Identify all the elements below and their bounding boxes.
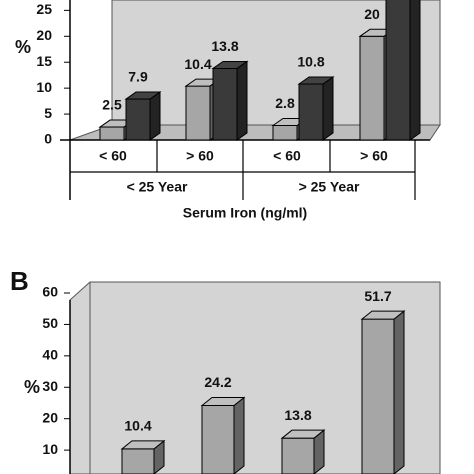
bar: [360, 310, 406, 474]
bar: [211, 60, 249, 141]
y-tick-label: 5: [44, 105, 52, 121]
value-label: 51.7: [364, 288, 391, 304]
bar-front: [121, 448, 155, 474]
group-label: > 25 Year: [299, 179, 360, 195]
x-tick-label: > 60: [186, 148, 214, 164]
x-tick-label: < 60: [99, 148, 127, 164]
value-label: 2.5: [102, 97, 122, 113]
bar-top: [200, 396, 246, 406]
y-tick-label: 30: [42, 378, 58, 394]
y-tick-label: 20: [36, 27, 52, 43]
bar: [120, 439, 166, 474]
value-label: 13.8: [211, 38, 238, 54]
bar: [200, 396, 246, 474]
bar-front: [272, 124, 298, 141]
bar-front: [99, 126, 125, 141]
bar-front: [361, 318, 395, 474]
bar-front: [185, 85, 211, 141]
value-label: 13.8: [284, 407, 311, 423]
x-tick-label: > 60: [360, 148, 388, 164]
y-tick-label: 20: [42, 409, 58, 425]
y-tick-label: 10: [36, 79, 52, 95]
bar-front: [201, 404, 235, 474]
bar-side: [233, 396, 245, 474]
value-label: 10.8: [297, 54, 324, 70]
panel-label: B: [10, 266, 29, 296]
bar-top: [211, 60, 249, 69]
x-axis-label: Serum Iron (ng/ml): [183, 205, 307, 221]
bar: [297, 76, 335, 141]
y-axis-label: %: [15, 37, 31, 57]
bar-front: [385, 0, 411, 141]
y-tick-label: 10: [42, 441, 58, 457]
y-tick-label: 50: [42, 315, 58, 331]
x-tick-label: < 60: [273, 148, 301, 164]
bar-top: [297, 76, 335, 85]
group-label: < 25 Year: [127, 179, 188, 195]
bar-top: [120, 440, 166, 450]
bar-side: [409, 0, 421, 141]
bar-front: [281, 437, 315, 474]
y-axis-label: %: [24, 377, 40, 397]
bar-side: [149, 91, 161, 141]
bar-top: [124, 91, 162, 100]
bar: [124, 91, 162, 141]
value-label: 10.4: [184, 56, 211, 72]
bar-side: [322, 76, 334, 141]
value-label: 10.4: [124, 418, 151, 434]
value-label: 7.9: [128, 69, 148, 85]
bar-top: [360, 310, 406, 320]
y-tick-label: 0: [44, 131, 52, 147]
table-lines: [70, 140, 416, 200]
bar: [280, 429, 326, 474]
bar-front: [212, 67, 238, 141]
y-tick-label: 40: [42, 347, 58, 363]
y-tick-label: 15: [36, 53, 52, 69]
bar-top: [280, 429, 326, 439]
bar-front: [359, 35, 385, 141]
y-tick-label: 25: [36, 1, 52, 17]
bar-front: [125, 98, 151, 141]
y-tick-label: 60: [42, 284, 58, 300]
value-label: 20: [364, 6, 380, 22]
value-label: 2.8: [275, 95, 295, 111]
bar-side: [393, 310, 405, 474]
bar: [385, 0, 421, 141]
bar-front: [298, 83, 324, 141]
bar-side: [236, 60, 248, 141]
value-label: 24.2: [204, 374, 231, 390]
